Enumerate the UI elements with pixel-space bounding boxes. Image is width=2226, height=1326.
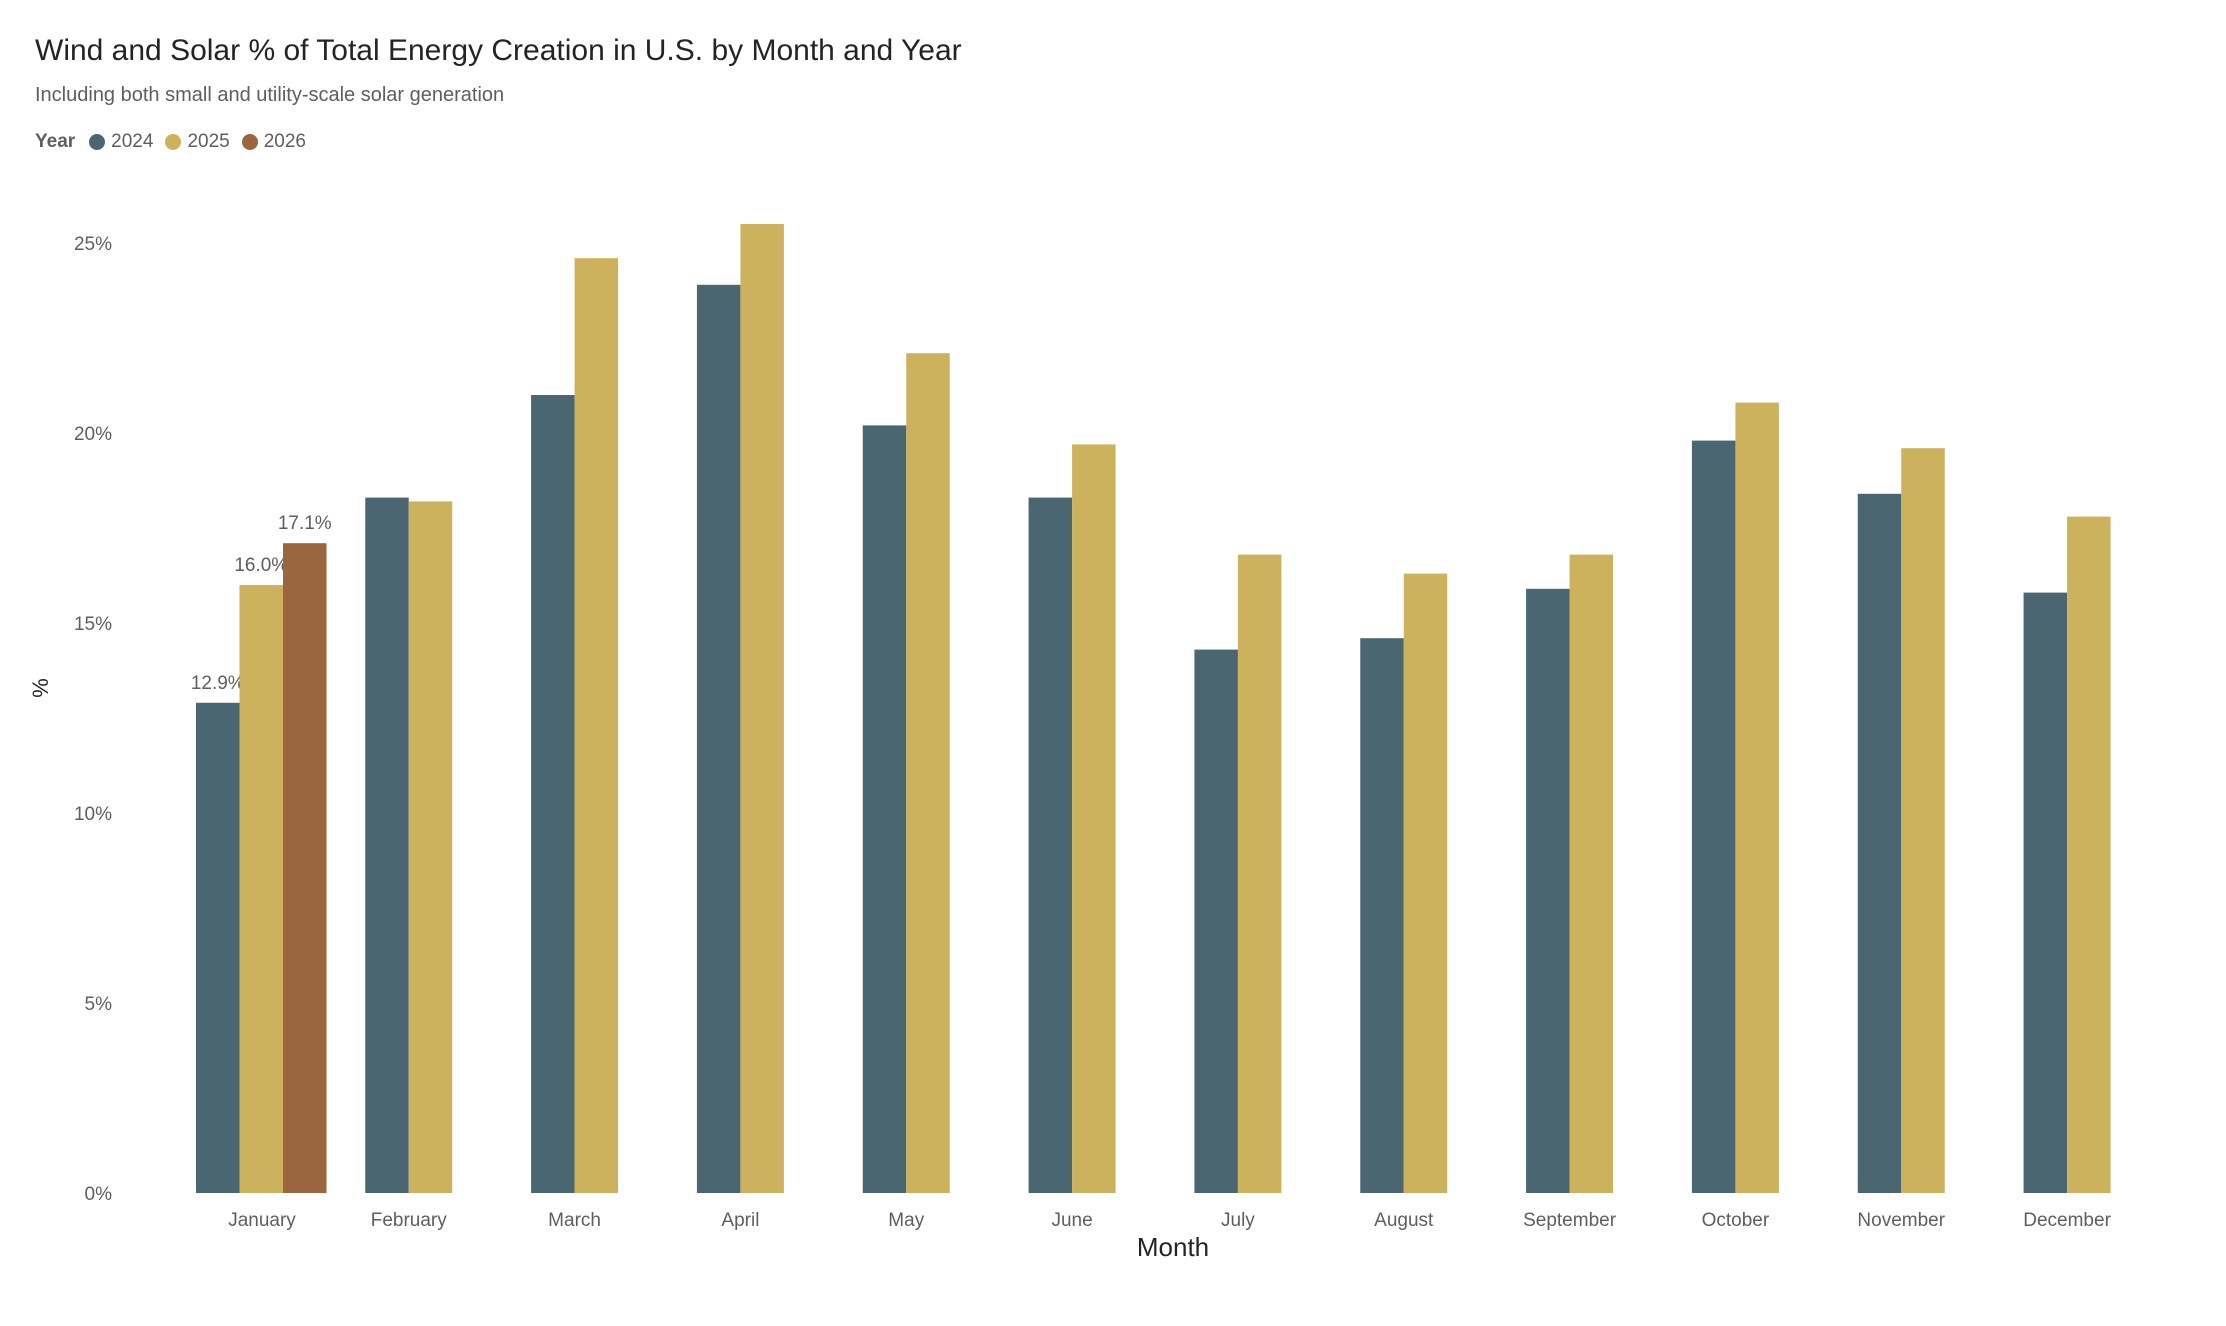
y-tick-label: 20% [74,424,112,445]
bar-december-2024 [2023,592,2068,1193]
y-tick-label: 10% [74,804,112,825]
x-tick-label: May [888,1210,924,1231]
x-tick-label: February [371,1210,448,1231]
y-axis-label: % [28,678,53,698]
x-tick-label: December [2023,1210,2111,1231]
legend-label-2026: 2026 [263,131,306,152]
bar-may-2024 [862,425,907,1193]
bar-may-2025 [906,353,950,1193]
x-tick-label: September [1523,1210,1617,1231]
bar-september-2024 [1526,588,1570,1193]
x-tick-label: March [548,1210,601,1231]
legend-swatch-2024 [89,134,106,150]
bar-june-2024 [1028,497,1073,1194]
bar-september-2025 [1569,554,1614,1193]
bar-august-2025 [1403,573,1448,1193]
y-tick-label: 5% [85,994,113,1015]
x-axis-label: Month [1137,1232,1209,1262]
legend-label-2024: 2024 [111,131,154,152]
bar-december-2025 [2067,516,2111,1193]
bar-february-2025 [408,501,453,1193]
legend-item-2024[interactable]: 2024 [89,131,153,153]
legend-item-2025[interactable]: 2025 [165,131,230,153]
bar-january-2024 [196,702,240,1193]
bar-october-2024 [1691,440,1736,1194]
legend-swatch-2025 [165,134,182,150]
bar-august-2024 [1360,638,1404,1193]
data-label-january-2024: 12.9% [191,673,245,694]
legend-title: Year [35,131,76,152]
x-tick-label: January [228,1210,296,1231]
x-tick-label: April [721,1210,759,1231]
bar-february-2024 [365,497,409,1194]
x-tick-label: August [1374,1210,1434,1231]
bar-march-2025 [574,258,619,1193]
data-label-january-2025: 16.0% [234,555,288,576]
legend: Year 2024 2025 2026 [35,131,318,153]
bar-april-2024 [696,284,741,1193]
legend-item-2026[interactable]: 2026 [241,131,306,153]
bar-october-2025 [1735,402,1779,1194]
bar-june-2025 [1072,444,1116,1193]
chart-title: Wind and Solar % of Total Energy Creatio… [35,34,962,67]
bar-january-2025 [239,585,283,1193]
y-tick-label: 0% [85,1184,113,1205]
bar-november-2024 [1857,493,1902,1193]
x-tick-label: July [1221,1210,1255,1231]
bar-july-2024 [1194,649,1238,1193]
x-tick-label: June [1051,1210,1092,1231]
x-tick-label: November [1857,1210,1945,1231]
bar-april-2025 [740,224,784,1193]
chart-subtitle: Including both small and utility-scale s… [35,84,505,106]
y-tick-label: 15% [74,614,112,635]
legend-label-2025: 2025 [187,131,230,152]
data-label-january-2026: 17.1% [278,513,332,534]
x-tick-label: October [1702,1210,1770,1231]
bar-january-2026 [283,543,327,1193]
y-tick-label: 25% [74,234,112,255]
bar-july-2025 [1237,554,1282,1193]
legend-swatch-2026 [241,134,258,150]
bar-november-2025 [1901,448,1945,1193]
bar-march-2024 [531,395,575,1193]
